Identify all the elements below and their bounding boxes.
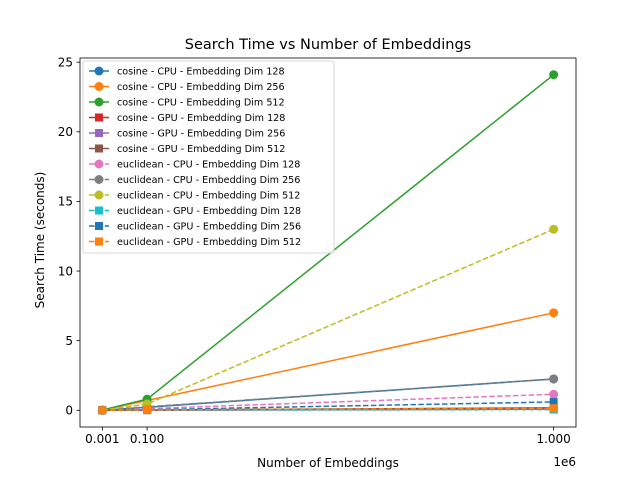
legend-label: euclidean - GPU - Embedding Dim 512 bbox=[117, 237, 301, 248]
y-tick-label: 0 bbox=[65, 404, 73, 418]
x-tick-label: 0.100 bbox=[130, 432, 164, 446]
legend-marker bbox=[94, 175, 104, 184]
data-point bbox=[549, 374, 559, 384]
legend-marker bbox=[94, 190, 104, 200]
data-point bbox=[549, 404, 558, 413]
legend-label: euclidean - CPU - Embedding Dim 512 bbox=[117, 191, 300, 202]
legend-marker bbox=[94, 66, 104, 76]
legend-marker bbox=[95, 206, 103, 215]
legend-label: cosine - CPU - Embedding Dim 256 bbox=[117, 82, 285, 93]
legend-marker bbox=[95, 113, 103, 122]
legend-entry: cosine - CPU - Embedding Dim 128 bbox=[89, 66, 285, 78]
x-axis-label: Number of Embeddings bbox=[257, 456, 399, 470]
legend-entry: euclidean - CPU - Embedding Dim 256 bbox=[89, 175, 300, 186]
legend-label: euclidean - GPU - Embedding Dim 128 bbox=[117, 206, 301, 217]
legend-entry: cosine - GPU - Embedding Dim 512 bbox=[89, 144, 285, 155]
legend-label: cosine - GPU - Embedding Dim 512 bbox=[117, 144, 285, 155]
legend-entry: cosine - CPU - Embedding Dim 512 bbox=[89, 97, 285, 109]
legend-label: cosine - GPU - Embedding Dim 256 bbox=[117, 129, 285, 140]
legend-entry: euclidean - GPU - Embedding Dim 128 bbox=[89, 206, 301, 217]
legend-entry: euclidean - CPU - Embedding Dim 512 bbox=[89, 190, 300, 202]
data-point bbox=[98, 406, 107, 415]
axes-frame bbox=[79, 57, 577, 428]
legend-entry: cosine - GPU - Embedding Dim 256 bbox=[89, 129, 285, 140]
series-layer bbox=[97, 70, 559, 415]
y-tick-label: 25 bbox=[58, 55, 73, 69]
legend-label: cosine - CPU - Embedding Dim 512 bbox=[117, 98, 285, 109]
legend-label: cosine - CPU - Embedding Dim 128 bbox=[117, 67, 285, 78]
data-point bbox=[549, 389, 559, 399]
y-tick-label: 20 bbox=[58, 125, 73, 139]
legend-label: euclidean - GPU - Embedding Dim 256 bbox=[117, 222, 301, 233]
y-tick-label: 5 bbox=[65, 334, 73, 348]
legend-label: euclidean - CPU - Embedding Dim 256 bbox=[117, 175, 300, 186]
y-tick-label: 15 bbox=[58, 195, 73, 209]
legend-marker bbox=[94, 159, 104, 169]
legend-entry: euclidean - GPU - Embedding Dim 512 bbox=[89, 237, 301, 248]
legend-label: euclidean - CPU - Embedding Dim 128 bbox=[117, 160, 300, 171]
legend-marker bbox=[94, 97, 104, 107]
legend-marker bbox=[95, 144, 103, 153]
y-axis-label: Search Time (seconds) bbox=[33, 172, 47, 309]
legend-marker bbox=[94, 82, 104, 91]
legend-entry: euclidean - CPU - Embedding Dim 128 bbox=[89, 159, 300, 171]
x-axis-offset-label: 1e6 bbox=[553, 455, 576, 469]
legend-marker bbox=[95, 129, 103, 137]
legend-marker bbox=[95, 237, 103, 246]
legend-entry: cosine - GPU - Embedding Dim 128 bbox=[89, 113, 285, 124]
legend-entry: euclidean - GPU - Embedding Dim 256 bbox=[89, 222, 301, 233]
data-point bbox=[549, 308, 559, 318]
legend-marker bbox=[95, 222, 103, 230]
x-tick-label: 1.000 bbox=[536, 432, 570, 446]
data-point bbox=[549, 224, 559, 234]
chart-title: Search Time vs Number of Embeddings bbox=[185, 37, 472, 53]
legend-label: cosine - GPU - Embedding Dim 128 bbox=[117, 113, 285, 124]
data-point bbox=[143, 405, 152, 414]
legend-entry: cosine - CPU - Embedding Dim 256 bbox=[89, 82, 285, 93]
axes-layer: 0.001 0.100 1.000 0 5 10 15 20 25 bbox=[58, 55, 577, 446]
legend-box bbox=[82, 60, 335, 254]
y-tick-label: 10 bbox=[58, 264, 73, 278]
series-line bbox=[102, 228, 554, 411]
series-12 bbox=[98, 404, 558, 415]
data-point bbox=[549, 70, 559, 80]
legend: cosine - CPU - Embedding Dim 128 cosine -… bbox=[82, 60, 335, 254]
x-tick-label: 0.001 bbox=[85, 432, 119, 446]
